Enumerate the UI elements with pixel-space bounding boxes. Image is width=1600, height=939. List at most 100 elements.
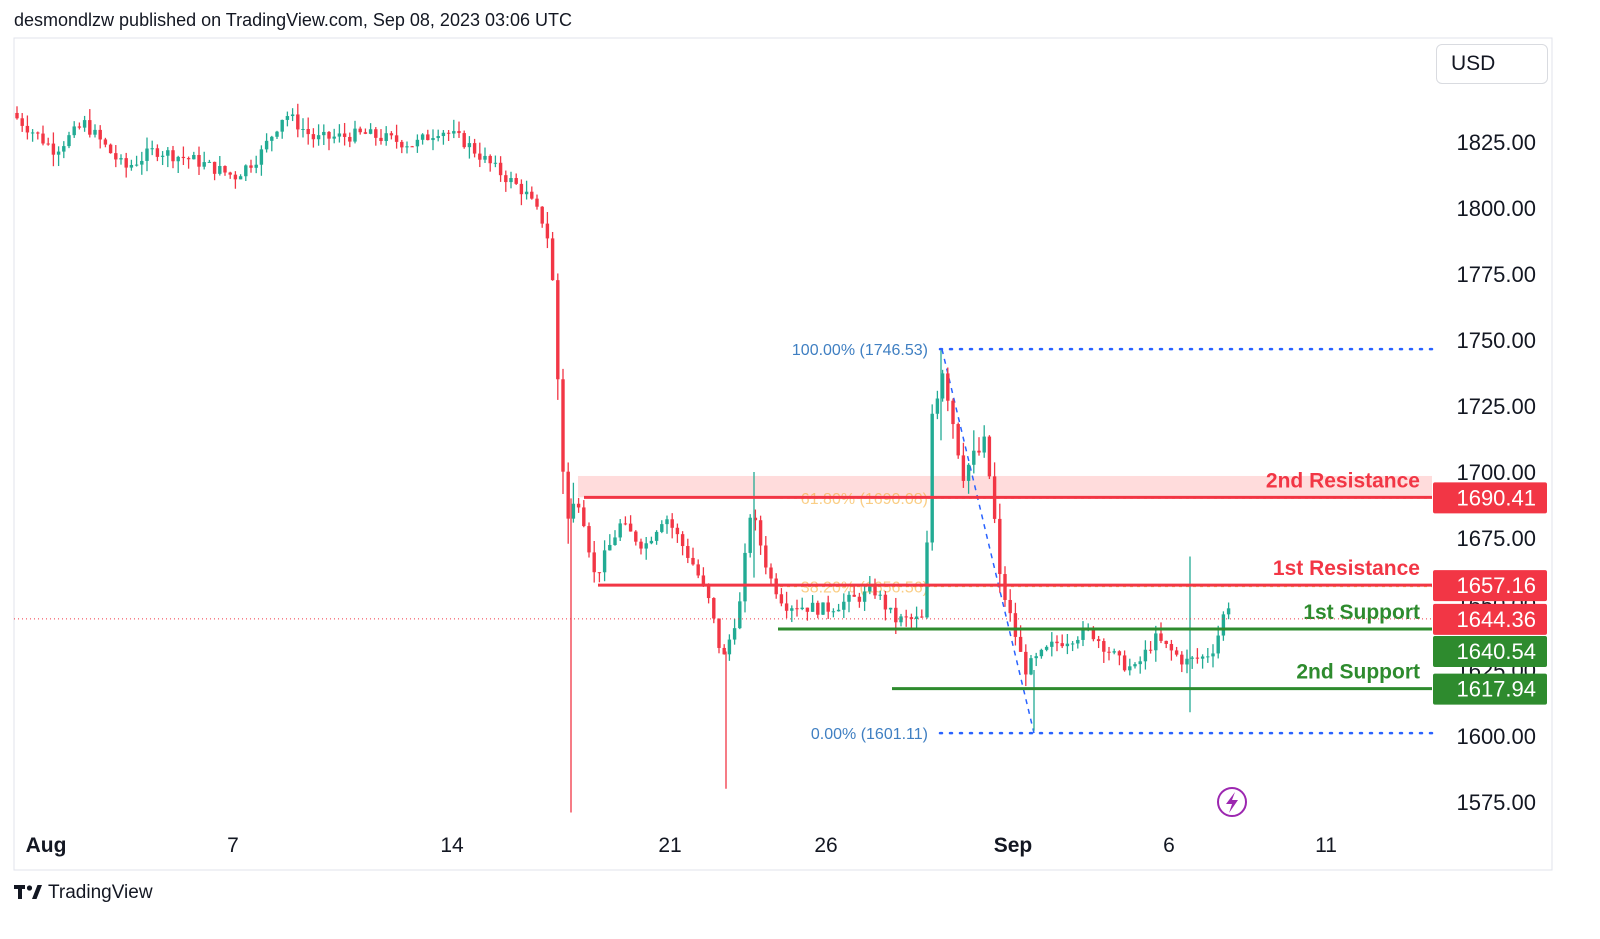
candle-body: [842, 601, 846, 610]
candle-body: [478, 153, 482, 160]
candle-body: [576, 503, 581, 508]
candle-body: [1200, 656, 1205, 659]
candle-body: [1070, 643, 1075, 645]
candle-body: [1024, 651, 1028, 675]
candle-body: [400, 141, 404, 148]
candle-body: [514, 178, 518, 184]
candle-body: [228, 172, 232, 175]
candle-body: [852, 594, 856, 597]
candle-body: [410, 146, 414, 148]
candle-body: [961, 455, 966, 481]
candle-body: [894, 607, 898, 623]
price-axis[interactable]: 1825.00 1800.00 1775.00 1750.00 1725.00 1700.…: [1433, 130, 1547, 815]
candle-body: [457, 131, 461, 134]
candle-body: [51, 143, 56, 155]
candle-body: [1081, 627, 1085, 640]
candle-body: [535, 198, 539, 207]
candle-body: [150, 148, 154, 150]
candle-body: [119, 158, 123, 160]
candle-body: [847, 594, 851, 602]
candle-body: [1008, 599, 1012, 614]
candle-body: [306, 128, 310, 135]
candle-body: [987, 436, 992, 477]
candle-body: [732, 628, 737, 640]
candle-body: [498, 162, 503, 176]
candle-body: [1216, 635, 1220, 654]
candle-body: [1096, 639, 1101, 642]
currency-label[interactable]: USD: [1436, 44, 1548, 84]
candle-body: [129, 164, 134, 168]
candle-body: [873, 586, 877, 596]
candle-body: [691, 557, 695, 565]
candle-body: [1148, 649, 1153, 651]
candle-body: [946, 373, 950, 401]
fib-level-label: 0.00% (1601.11): [811, 726, 928, 743]
candle-body: [431, 138, 435, 141]
candle-body: [618, 523, 622, 538]
candle-body: [899, 616, 903, 623]
fibonacci-layer: 100.00% (1746.53)61.80% (1690.08)38.20% …: [780, 342, 1434, 743]
candle-body: [166, 150, 170, 156]
candle-body: [722, 647, 726, 655]
price-tag: [1433, 570, 1547, 602]
candle-body: [322, 131, 326, 136]
candle-body: [717, 618, 721, 648]
candle-body: [1050, 641, 1054, 647]
x-tick-label: 26: [814, 834, 837, 857]
candles-layer: [15, 103, 1231, 813]
candle-body: [587, 526, 591, 553]
x-tick-label: 21: [658, 834, 681, 857]
time-axis[interactable]: Aug 7 14 21 26 Sep 6 11: [26, 834, 1337, 857]
candle-body: [519, 183, 524, 195]
candle-body: [30, 132, 35, 134]
candle-body: [238, 176, 243, 180]
candle-body: [1076, 639, 1080, 644]
candle-body: [940, 373, 945, 399]
candle-body: [831, 611, 836, 613]
candle-body: [348, 136, 352, 142]
candle-body: [1112, 651, 1116, 653]
footer-brand[interactable]: TradingView: [14, 882, 153, 904]
candle-body: [72, 126, 76, 136]
candle-body: [192, 154, 196, 160]
candle-body: [712, 598, 716, 619]
candle-body: [868, 586, 872, 592]
candle-body: [701, 575, 706, 585]
price-tag-label: 1657.16: [1456, 573, 1536, 598]
candle-body: [36, 132, 40, 134]
candle-body: [1060, 643, 1064, 647]
candle-body: [821, 602, 825, 615]
candle-body: [186, 158, 191, 160]
candle-body: [160, 155, 165, 157]
candle-body: [275, 131, 279, 137]
x-tick-label: Sep: [994, 834, 1033, 857]
candle-body: [795, 608, 799, 610]
candle-body: [582, 507, 586, 527]
price-tag-label: 1644.36: [1456, 607, 1536, 632]
candle-body: [98, 129, 102, 140]
candle-body: [181, 156, 186, 159]
candle-body: [925, 542, 929, 618]
candle-body: [436, 136, 440, 139]
candle-body: [197, 154, 201, 167]
candle-body: [758, 520, 763, 546]
level-name-label: 1st Support: [1303, 601, 1420, 624]
price-tag: [1433, 635, 1547, 667]
x-tick-label: 11: [1315, 834, 1337, 857]
candle-body: [727, 639, 732, 655]
candle-body: [296, 114, 300, 130]
candle-body: [270, 136, 274, 141]
candle-body: [748, 517, 752, 553]
candle-body: [1107, 651, 1111, 653]
candle-body: [493, 162, 498, 164]
candle-body: [337, 133, 342, 137]
y-tick-label: 1600.00: [1456, 724, 1536, 749]
candle-body: [550, 238, 555, 281]
candle-body: [327, 131, 331, 139]
candle-body: [1117, 651, 1122, 656]
candle-body: [1164, 640, 1168, 644]
candle-body: [280, 119, 284, 132]
level-name-label: 2nd Support: [1296, 661, 1420, 684]
fib-level-label: 61.80% (1690.08): [801, 491, 928, 508]
